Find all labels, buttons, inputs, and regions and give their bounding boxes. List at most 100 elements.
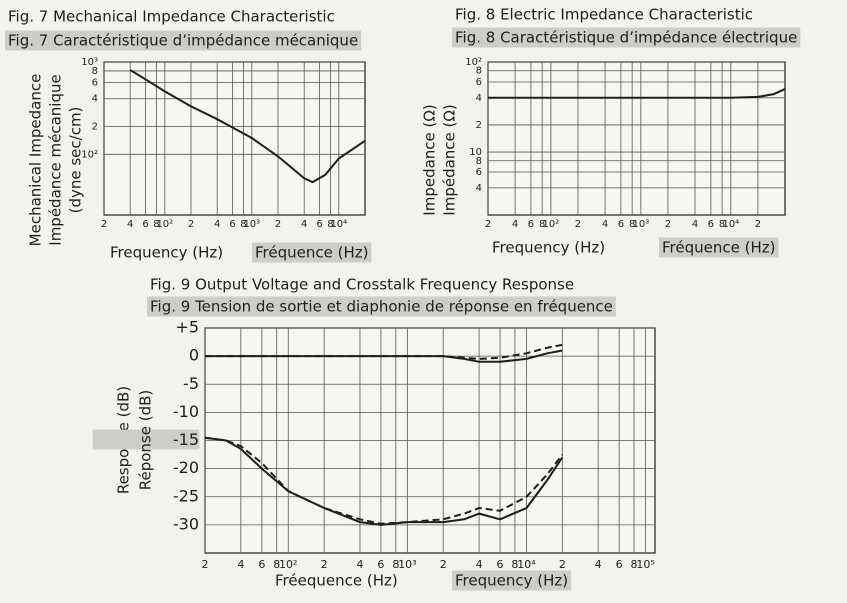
label-highlight xyxy=(452,27,801,48)
y-tick-label: 8 xyxy=(92,66,98,77)
x-tick-label: 10³ xyxy=(632,219,649,230)
x-tick-label: 6 xyxy=(229,219,235,230)
x-tick-label: 4 xyxy=(595,558,602,571)
x-axis-label: Fréquence (Hz) xyxy=(255,244,368,262)
y-tick-label: -20 xyxy=(173,458,199,477)
x-tick-label: 8 xyxy=(240,219,246,230)
figure-title: Fig. 8 Caractéristique d’impédance élect… xyxy=(455,29,797,47)
x-tick-label: 8 xyxy=(629,219,635,230)
x-tick-label: 8 xyxy=(719,219,725,230)
x-tick-label: 2 xyxy=(755,219,761,230)
y-tick-label: -5 xyxy=(183,374,199,393)
y-axis-label: Impedance (Ω) xyxy=(421,104,439,215)
x-tick-label: 6 xyxy=(258,558,265,571)
response-line xyxy=(129,69,366,184)
x-tick-label: 8 xyxy=(273,558,280,571)
figure-title: Fig. 9 Output Voltage and Crosstalk Freq… xyxy=(150,276,574,294)
x-tick-label: 4 xyxy=(356,558,363,571)
x-tick-label: 2 xyxy=(202,558,209,571)
y-tick-label: 0 xyxy=(189,346,199,365)
y-tick-label: -30 xyxy=(173,514,199,533)
y-axis-label: (dyne sec/cm) xyxy=(67,107,85,214)
x-tick-label: 4 xyxy=(301,219,307,230)
x-tick-label: 6 xyxy=(616,558,623,571)
y-tick-label: +5 xyxy=(175,318,199,337)
x-tick-label: 6 xyxy=(316,219,322,230)
x-tick-label: 10⁴ xyxy=(517,558,536,571)
x-tick-label: 6 xyxy=(618,219,624,230)
x-tick-label: 4 xyxy=(214,219,220,230)
x-axis-label: Frequency (Hz) xyxy=(110,244,223,262)
x-tick-label: 2 xyxy=(665,219,671,230)
x-tick-label: 10³ xyxy=(243,219,260,230)
x-tick-label: 4 xyxy=(512,219,518,230)
label-highlight xyxy=(147,296,616,317)
x-tick-label: 8 xyxy=(327,219,333,230)
x-tick-label: 10⁴ xyxy=(722,219,739,230)
label-highlight xyxy=(92,429,200,450)
x-tick-label: 8 xyxy=(631,558,638,571)
x-tick-label: 8 xyxy=(392,558,399,571)
y-tick-label: 6 xyxy=(92,77,98,88)
x-tick-label: 6 xyxy=(142,219,148,230)
x-tick-label: 8 xyxy=(511,558,518,571)
figure-title: Fig. 8 Electric Impedance Characteristic xyxy=(455,6,753,24)
x-tick-label: 4 xyxy=(476,558,483,571)
y-tick-label: 2 xyxy=(92,122,98,133)
x-tick-label: 8 xyxy=(539,219,545,230)
x-tick-label: 6 xyxy=(708,219,714,230)
x-tick-label: 8 xyxy=(153,219,159,230)
y-axis-label: Impédance (Ω) xyxy=(441,104,459,215)
x-tick-label: 10² xyxy=(543,219,560,230)
x-tick-label: 6 xyxy=(497,558,504,571)
x-tick-label: 2 xyxy=(101,219,107,230)
y-tick-label: 6 xyxy=(476,77,482,88)
y-tick-label: -25 xyxy=(173,486,199,505)
x-axis-label: Frequency (Hz) xyxy=(455,572,568,590)
y-axis-label: Impédance mécanique xyxy=(47,74,65,245)
x-axis-label: Fréquence (Hz) xyxy=(662,239,775,257)
x-tick-label: 10² xyxy=(279,558,297,571)
response-line xyxy=(205,343,563,360)
x-tick-label: 10² xyxy=(156,219,173,230)
x-tick-label: 4 xyxy=(127,219,133,230)
x-tick-label: 4 xyxy=(602,219,608,230)
x-tick-label: 2 xyxy=(440,558,447,571)
x-tick-label: 6 xyxy=(528,219,534,230)
y-tick-label: 6 xyxy=(476,167,482,178)
x-tick-label: 2 xyxy=(188,219,194,230)
y-tick-label: 2 xyxy=(476,120,482,131)
y-tick-label: 10 xyxy=(469,147,482,158)
y-tick-label: 8 xyxy=(476,156,482,167)
y-tick-label: 10³ xyxy=(81,57,98,68)
x-tick-label: 4 xyxy=(237,558,244,571)
y-tick-label: 10² xyxy=(81,149,98,160)
y-tick-label: 4 xyxy=(92,94,98,105)
y-axis-label: Mechanical Impedance xyxy=(27,74,45,247)
y-tick-label: 10² xyxy=(465,57,482,68)
x-tick-label: 10⁴ xyxy=(330,219,347,230)
figure-title: Fig. 7 Mechanical Impedance Characterist… xyxy=(8,8,335,26)
y-tick-label: -15 xyxy=(173,430,199,449)
y-tick-label: -10 xyxy=(173,402,199,421)
x-tick-label: 2 xyxy=(321,558,328,571)
plot-frame xyxy=(103,61,366,216)
x-tick-label: 2 xyxy=(575,219,581,230)
label-highlight xyxy=(252,242,372,263)
label-highlight xyxy=(452,570,572,591)
plot-frame xyxy=(487,61,786,216)
x-tick-label: 6 xyxy=(377,558,384,571)
x-axis-label: Frequency (Hz) xyxy=(492,239,605,257)
x-tick-label: 2 xyxy=(275,219,281,230)
y-axis-label: Réponse (dB) xyxy=(137,390,155,491)
x-tick-label: 4 xyxy=(692,219,698,230)
response-line xyxy=(204,436,564,525)
x-tick-label: 2 xyxy=(485,219,491,230)
x-tick-label: 10⁵ xyxy=(636,558,654,571)
y-tick-label: 8 xyxy=(476,66,482,77)
y-tick-label: 4 xyxy=(476,93,482,104)
y-tick-label: 4 xyxy=(476,183,482,194)
label-highlight xyxy=(5,30,362,51)
figure-title: Fig. 7 Caractéristique d’impédance mécan… xyxy=(8,32,358,50)
